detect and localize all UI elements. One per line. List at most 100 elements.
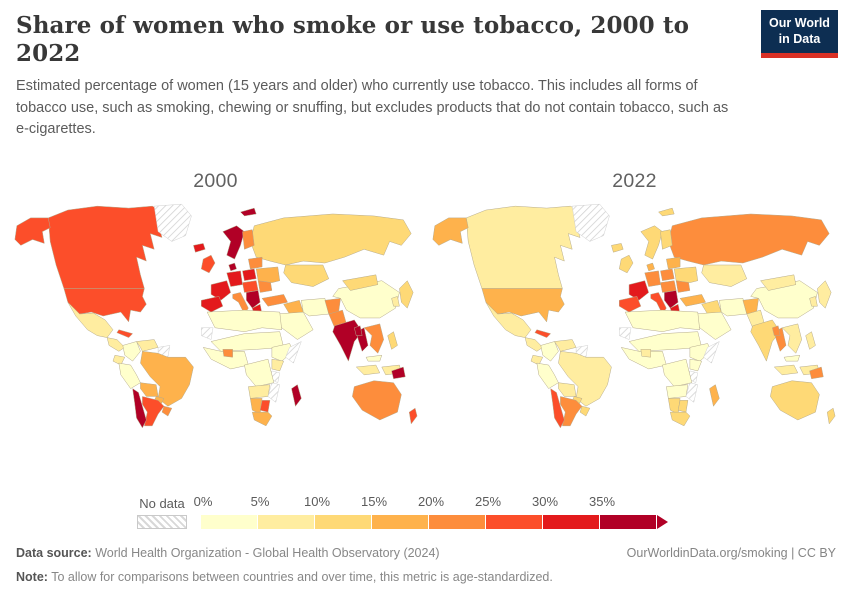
legend-color-segment[interactable]	[372, 515, 429, 529]
country-svalbard-2000[interactable]: Svalbard (Norway) (2000): 36%	[240, 207, 257, 217]
legend-color-segment[interactable]	[429, 515, 486, 529]
country-brazil-2000[interactable]: Brazil (2000): 16%	[140, 351, 194, 407]
country-balkans-2000[interactable]: Balkans (Serbia & Bosnia) (2000): 37%	[246, 290, 261, 309]
country-spain-2022[interactable]: Spain (2022): 27%	[619, 296, 642, 313]
country-india-2000[interactable]: India (2000): 38%	[332, 319, 363, 362]
country-poland-2022[interactable]: Poland (2022): 22%	[660, 268, 675, 281]
country-papuanewguinea-2000[interactable]: Papua New Guinea (2000): 36%	[391, 366, 406, 380]
country-mongolia-2000[interactable]: Mongolia (2000): 12%	[342, 274, 379, 291]
country-uk-2022[interactable]: United Kingdom (2022): 13%	[619, 254, 634, 274]
country-newzealand-2022[interactable]: New Zealand (2022): 14%	[826, 407, 836, 425]
country-germany-2022[interactable]: Germany (2022): 22%	[644, 270, 661, 287]
country-denmark-2022[interactable]: Denmark (2022): 16%	[646, 262, 655, 272]
country-argentina-2000[interactable]: Argentina (2000): 26%	[142, 396, 165, 427]
country-turkey-2000[interactable]: Turkey (2000): 21%	[261, 294, 288, 307]
owid-logo[interactable]: Our World in Data	[761, 10, 838, 58]
country-mozambique-2022[interactable]: Mozambique (2022): No data	[685, 382, 698, 403]
country-bolivia-2022[interactable]: Bolivia (2022): 8%	[558, 382, 577, 397]
country-germany-2000[interactable]: Germany (2000): 31%	[226, 270, 243, 287]
country-bolivia-2000[interactable]: Bolivia (2000): 17%	[140, 382, 159, 397]
country-cuba-2000[interactable]: Cuba (2000): 27%	[116, 329, 133, 338]
country-colombia-2022[interactable]: Colombia (2022): 3%	[540, 341, 559, 362]
country-malaysia-2022[interactable]: Malaysia (2022): 3%	[783, 354, 801, 362]
country-france-2022[interactable]: France (2022): 31%	[628, 280, 649, 301]
country-canada-2000[interactable]: Canada (2000): 26%	[47, 205, 173, 289]
country-mexico-2000[interactable]: Mexico (2000): 8%	[67, 302, 114, 338]
owid-url-link[interactable]: OurWorldinData.org/smoking | CC BY	[626, 546, 836, 560]
country-korea-2000[interactable]: South Korea (2000): 6%	[391, 296, 400, 307]
country-finland-2000[interactable]: Finland (2000): 21%	[242, 229, 255, 250]
country-madagascar-2000[interactable]: Madagascar (2000): 36%	[291, 384, 302, 407]
country-namibia-2022[interactable]: Namibia (2022): 11%	[668, 398, 681, 415]
country-philippines-2022[interactable]: Philippines (2022): 8%	[805, 331, 816, 350]
country-bangladesh-2022[interactable]: Bangladesh (2022): 22%	[772, 325, 781, 336]
country-alaska-2000[interactable]: United States (Alaska) (2000): 26%	[14, 217, 51, 246]
legend-color-segment[interactable]	[600, 515, 657, 529]
country-westernsahara-2022[interactable]: Western Sahara (2022): No data	[619, 327, 632, 340]
legend-color-segment[interactable]	[543, 515, 600, 529]
country-iran-2000[interactable]: Iran (2000): 4%	[301, 298, 330, 317]
country-uruguay-2000[interactable]: Uruguay (2000): 22%	[161, 406, 173, 417]
country-china-2000[interactable]: China (2000): 4%	[332, 280, 400, 319]
country-burkinafaso-2000[interactable]: Burkina Faso (2000): 20%	[222, 349, 233, 358]
country-argentina-2022[interactable]: Argentina (2022): 21%	[560, 396, 583, 427]
country-australia-2022[interactable]: Australia (2022): 12%	[770, 380, 820, 421]
country-balkans-2022[interactable]: Balkans (Serbia & Bosnia) (2022): 36%	[664, 290, 679, 309]
country-centralafrica-2022[interactable]: Central Africa (DRC) (2022): 3%	[662, 358, 693, 387]
country-france-2000[interactable]: France (2000): 30%	[210, 280, 231, 301]
country-greenland-2022[interactable]: Greenland (2022): No data	[571, 203, 610, 242]
country-malaysia-2000[interactable]: Malaysia (2000): 4%	[365, 354, 383, 362]
country-somalia-2022[interactable]: Somalia (2022): No data	[703, 341, 720, 364]
country-india-2022[interactable]: India (2022): 14%	[750, 319, 781, 362]
country-peru-2000[interactable]: Peru (2000): 4%	[118, 362, 141, 389]
country-angolazambia-2000[interactable]: Angola & Zambia (2000): 6%	[248, 384, 271, 399]
country-scandinavia-2022[interactable]: Norway & Sweden (2022): 13%	[640, 225, 663, 260]
country-botswana-2022[interactable]: Botswana (2022): 12%	[677, 400, 689, 413]
country-madagascar-2022[interactable]: Madagascar (2022): 15%	[709, 384, 720, 407]
country-iran-2022[interactable]: Iran (2022): 4%	[719, 298, 748, 317]
country-westernsahara-2000[interactable]: Western Sahara (2000): No data	[201, 327, 214, 340]
country-greenland-2000[interactable]: Greenland (2000): No data	[153, 203, 192, 242]
country-korea-2022[interactable]: South Korea (2022): 5%	[809, 296, 818, 307]
country-philippines-2000[interactable]: Philippines (2000): 11%	[387, 331, 398, 350]
country-canada-2022[interactable]: Canada (2022): 9%	[465, 205, 591, 289]
country-spain-2000[interactable]: Spain (2000): 30%	[201, 296, 224, 313]
legend-color-segment[interactable]	[201, 515, 258, 529]
world-map-2022[interactable]: Russia (2022): 21% Canada (2022): 9%Green…	[427, 202, 839, 430]
country-denmark-2000[interactable]: Denmark (2000): 36%	[228, 262, 237, 272]
country-mozambique-2000[interactable]: Mozambique (2000): No data	[267, 382, 280, 403]
no-data-swatch[interactable]	[137, 515, 187, 529]
country-kenya-2022[interactable]: Kenya (2022): 3%	[689, 358, 702, 372]
country-northafrica-2000[interactable]: North Africa (2000): 3%	[206, 309, 282, 332]
country-belarusbaltics-2000[interactable]: Belarus & Baltics (2000): 21%	[248, 256, 263, 270]
legend-color-segment[interactable]	[315, 515, 372, 529]
country-newzealand-2000[interactable]: New Zealand (2000): 25%	[408, 407, 418, 425]
country-russia-2022[interactable]: Russia (2022): 21%	[668, 213, 830, 266]
country-northafrica-2022[interactable]: North Africa (2022): 3%	[624, 309, 700, 332]
country-japan-2000[interactable]: Japan (2000): 10%	[399, 280, 414, 309]
legend-color-segment[interactable]	[486, 515, 543, 529]
world-map-2000[interactable]: Russia (2000): 11% Canada (2000): 26%Gree…	[9, 202, 421, 430]
country-angolazambia-2022[interactable]: Angola & Zambia (2022): 4%	[666, 384, 689, 399]
country-bangladesh-2000[interactable]: Bangladesh (2000): 38%	[354, 325, 363, 336]
country-scandinavia-2000[interactable]: Norway & Sweden (2000): 36%	[222, 225, 245, 260]
country-venezuela-2022[interactable]: Venezuela (2022): 6%	[554, 339, 577, 352]
country-china-2022[interactable]: China (2022): 3%	[750, 280, 818, 319]
country-kazakhstan-2000[interactable]: Kazakhstan & Central Asia (2000): 11%	[283, 264, 330, 287]
country-seasia-2000[interactable]: Laos, Vietnam & Cambodia (2000): 20%	[363, 323, 384, 354]
country-papuanewguinea-2022[interactable]: Papua New Guinea (2022): 24%	[809, 366, 824, 380]
country-ukraine-2022[interactable]: Ukraine (2022): 13%	[673, 266, 698, 283]
country-iceland-2000[interactable]: Iceland (2000): 30%	[193, 243, 206, 253]
country-botswana-2000[interactable]: Botswana (2000): 26%	[259, 400, 271, 413]
country-ukraine-2000[interactable]: Ukraine (2000): 16%	[255, 266, 280, 283]
country-southafrica-2022[interactable]: South Africa (2022): 11%	[670, 411, 691, 427]
country-iceland-2022[interactable]: Iceland (2022): 13%	[611, 243, 624, 253]
country-uk-2000[interactable]: United Kingdom (2000): 27%	[201, 254, 216, 274]
country-centralamerica-2022[interactable]: Central America (2022): 5%	[524, 337, 543, 352]
legend-color-segment[interactable]	[258, 515, 315, 529]
country-belarusbaltics-2022[interactable]: Belarus & Baltics (2022): 16%	[666, 256, 681, 270]
country-mexico-2022[interactable]: Mexico (2022): 6%	[485, 302, 532, 338]
country-burkinafaso-2022[interactable]: Burkina Faso (2022): 8%	[640, 349, 651, 358]
country-chile-2000[interactable]: Chile (2000): 37%	[132, 388, 147, 429]
country-uruguay-2022[interactable]: Uruguay (2022): 12%	[579, 406, 591, 417]
